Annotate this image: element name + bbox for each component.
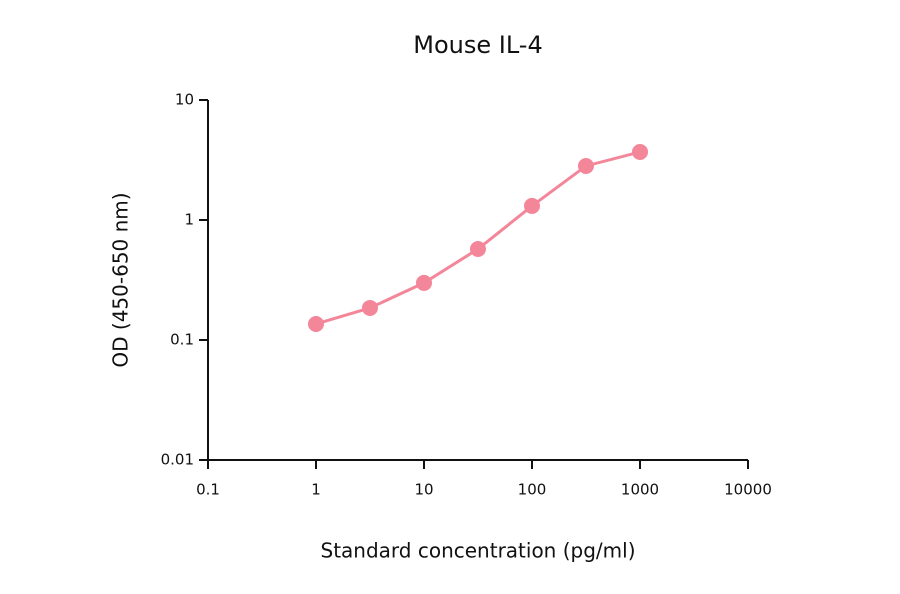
x-tick-label: 0.1: [196, 481, 220, 499]
y-tick-label: 0.1: [170, 331, 194, 349]
x-tick-label: 100: [518, 481, 547, 499]
x-tick-label: 1: [311, 481, 321, 499]
y-tick-label: 0.01: [161, 451, 194, 469]
point: [524, 197, 540, 214]
point: [469, 241, 486, 258]
point: [632, 143, 648, 160]
point: [577, 157, 594, 174]
y-tick-label: 10: [175, 91, 194, 109]
point: [308, 315, 324, 332]
point: [361, 299, 378, 316]
line: [315, 150, 641, 326]
x-tick-label: 10: [414, 481, 433, 499]
x-tick-label: 1000: [621, 481, 659, 499]
x-tick-label: 10000: [724, 481, 772, 499]
y-axis-label: OD (450-650 nm): [109, 192, 133, 367]
point: [416, 274, 432, 291]
chart-title: Mouse IL-4: [413, 31, 542, 59]
y-tick-label: 1: [184, 211, 194, 229]
x-axis-label: Standard concentration (pg/ml): [321, 539, 636, 563]
